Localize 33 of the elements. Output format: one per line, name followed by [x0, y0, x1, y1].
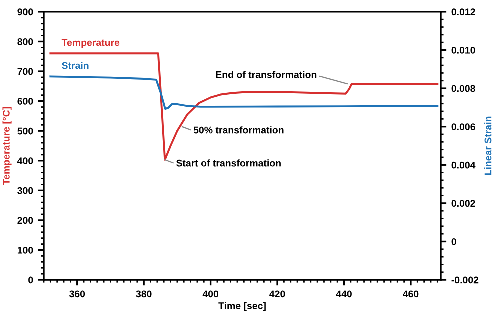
y-tick-label: 700 — [18, 68, 34, 76]
y-tick-label: 200 — [18, 217, 34, 224]
y-tick-label: 500 — [18, 128, 34, 135]
x-tick-label: 380 — [136, 290, 152, 298]
x-tick-label: 400 — [202, 290, 219, 298]
y2-tick-label: 0.006 — [452, 124, 476, 130]
x-tick-label: 420 — [270, 290, 286, 298]
y2-tick-label: 0.010 — [452, 46, 476, 54]
annotation: 50% transformation — [194, 126, 284, 134]
y2-tick-label: 0 — [452, 238, 456, 246]
y-tick-label: 100 — [18, 246, 34, 254]
y-tick-label: 400 — [18, 158, 34, 165]
y2-tick-label: 0.002 — [452, 200, 476, 208]
y-tick-label: 0 — [28, 276, 34, 284]
x-tick-label: 360 — [69, 290, 86, 298]
series-label: Strain — [62, 62, 89, 70]
y-tick-label: 800 — [18, 38, 34, 46]
y2-tick-label: 0.012 — [452, 8, 476, 16]
y2-tick-label: 0.004 — [452, 162, 476, 169]
y-axis-title: Temperature [°C] — [2, 107, 12, 186]
x-axis-title: Time [sec] — [218, 302, 266, 312]
x-tick-label: 440 — [336, 290, 352, 298]
y-tick-label: 300 — [18, 187, 34, 194]
x-tick-label: 460 — [403, 290, 419, 298]
annotation: End of transformation — [216, 71, 317, 78]
y-tick-label: 600 — [18, 98, 34, 105]
y2-tick-label: 0.008 — [452, 85, 476, 92]
y2-tick-label: -0.002 — [452, 276, 479, 284]
y-tick-label: 900 — [18, 8, 34, 16]
series-label: Temperature — [62, 39, 120, 48]
annotation: Start of transformation — [176, 160, 281, 167]
y2-axis-title: Linear Strain — [484, 116, 492, 176]
line-series — [50, 52, 439, 161]
